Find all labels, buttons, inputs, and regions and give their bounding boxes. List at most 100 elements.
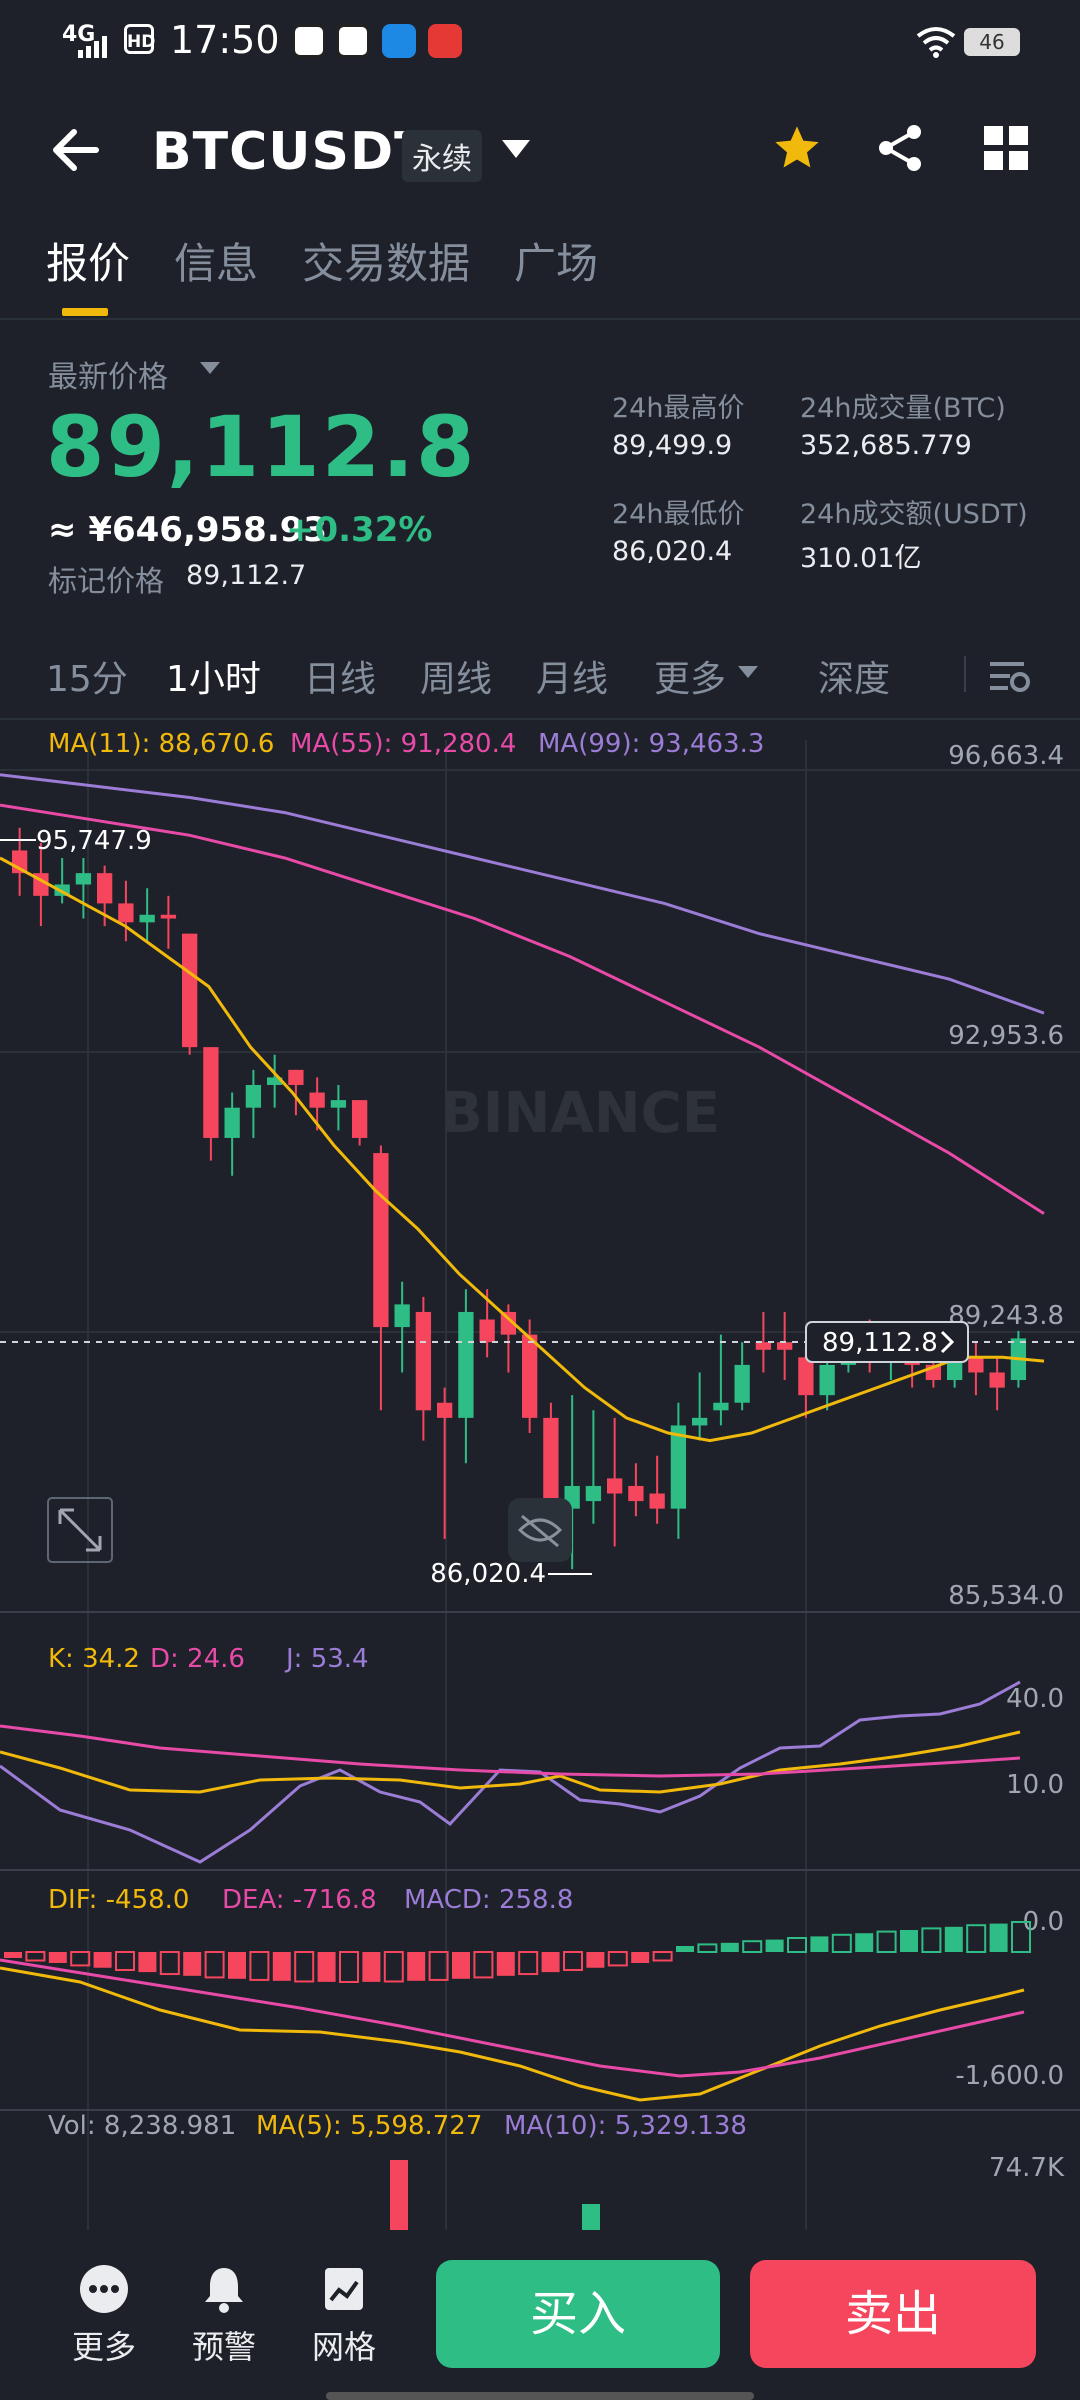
macd-bar bbox=[115, 1951, 135, 1971]
candle-body bbox=[607, 1478, 623, 1494]
hide-eye-icon[interactable] bbox=[508, 1498, 572, 1562]
current-price-label[interactable]: 89,112.8 bbox=[822, 1328, 938, 1358]
sell-button[interactable]: 卖出 bbox=[750, 2260, 1036, 2368]
star-icon[interactable] bbox=[770, 122, 824, 174]
ma99-line bbox=[0, 773, 1045, 1015]
macd-bar bbox=[362, 1952, 381, 1982]
vol-usdt-label: 24h成交额(USDT) bbox=[800, 499, 1028, 530]
price-cny: ≈ ¥646,958.93 bbox=[48, 510, 328, 550]
macd-bar bbox=[294, 1951, 315, 1983]
hd-icon: HD bbox=[124, 24, 155, 54]
tab-indicator bbox=[62, 308, 108, 316]
battery-icon: 46 bbox=[964, 28, 1020, 56]
macd-bar bbox=[183, 1952, 202, 1976]
macd-bar bbox=[228, 1952, 246, 1979]
macd-bar bbox=[249, 1951, 270, 1981]
mark-price: 89,112.7 bbox=[186, 560, 307, 591]
kdj-j-line bbox=[0, 1680, 1021, 1864]
candle-body bbox=[628, 1485, 644, 1502]
ma99-legend: MA(99): 93,463.3 bbox=[538, 729, 764, 759]
kline-chart[interactable]: MA(11): 88,670.6 MA(55): 91,280.4 MA(99)… bbox=[0, 720, 1080, 2230]
tf-15m[interactable]: 15分 bbox=[46, 659, 128, 700]
max-price-label: 95,747.9 bbox=[36, 826, 152, 856]
macd-bar bbox=[900, 1930, 918, 1952]
chevron-down-icon[interactable] bbox=[200, 362, 220, 376]
macd-value-legend: MACD: 258.8 bbox=[404, 1885, 573, 1915]
candle-body bbox=[947, 1357, 963, 1381]
macd-bar bbox=[607, 1951, 628, 1967]
macd-bar bbox=[876, 1930, 897, 1953]
app-notification-icon bbox=[336, 24, 370, 58]
candle-body bbox=[182, 933, 198, 1048]
macd-dea-legend: DEA: -716.8 bbox=[222, 1885, 377, 1915]
macd-bar bbox=[428, 1951, 449, 1981]
candle-body bbox=[649, 1493, 665, 1509]
grid bbox=[0, 740, 1080, 2230]
chart-settings-icon[interactable] bbox=[990, 658, 1030, 694]
app-notification-icon bbox=[382, 24, 416, 58]
candle-body bbox=[224, 1107, 240, 1138]
alert-label: 预警 bbox=[191, 2328, 256, 2366]
candle-body bbox=[160, 914, 177, 919]
macd-bar bbox=[452, 1952, 470, 1979]
tab-info[interactable]: 信息 bbox=[174, 239, 259, 288]
candle-body bbox=[330, 1100, 347, 1108]
ma11-line bbox=[0, 856, 1045, 1443]
alert-button[interactable]: 预警 bbox=[174, 2264, 274, 2368]
ma11-legend: MA(11): 88,670.6 bbox=[48, 729, 274, 759]
clock: 17:50 bbox=[170, 18, 280, 62]
candle-body bbox=[734, 1364, 750, 1403]
more-label: 更多 bbox=[71, 2328, 136, 2366]
fullscreen-icon[interactable] bbox=[47, 1497, 113, 1563]
macd-bar bbox=[4, 1952, 22, 1958]
macd-dif-line bbox=[0, 1966, 1025, 2102]
candle-body bbox=[798, 1357, 814, 1396]
macd-bar bbox=[697, 1943, 718, 1954]
candle-body bbox=[267, 1077, 283, 1085]
symbol-title[interactable]: BTCUSDT bbox=[152, 122, 431, 182]
tab-square[interactable]: 广场 bbox=[514, 239, 599, 288]
chevron-down-icon[interactable] bbox=[738, 666, 758, 680]
candle-body bbox=[755, 1342, 772, 1350]
buy-button[interactable]: 买入 bbox=[436, 2260, 720, 2368]
candle-body bbox=[522, 1334, 538, 1418]
candle-body bbox=[245, 1084, 262, 1108]
high-label: 24h最高价 bbox=[612, 393, 745, 424]
home-indicator[interactable] bbox=[326, 2392, 754, 2400]
min-price-label: 86,020.4 bbox=[430, 1559, 546, 1589]
tf-1w[interactable]: 周线 bbox=[420, 659, 493, 700]
candle-body bbox=[309, 1092, 325, 1108]
current-price-tag bbox=[805, 1321, 969, 1363]
kdj-d-line bbox=[0, 1724, 1021, 1778]
price-change: +0.32% bbox=[286, 510, 433, 550]
macd-bar bbox=[70, 1951, 91, 1967]
back-arrow-icon[interactable] bbox=[50, 128, 100, 172]
grid-menu-icon[interactable] bbox=[984, 126, 1028, 170]
chevron-right-icon bbox=[940, 1330, 955, 1354]
candle-body bbox=[500, 1311, 517, 1335]
tab-quote[interactable]: 报价 bbox=[46, 239, 131, 288]
tf-more[interactable]: 更多 bbox=[654, 659, 727, 700]
grid-trading-button[interactable]: 网格 bbox=[294, 2264, 394, 2368]
kdj-axis-label: 10.0 bbox=[1006, 1770, 1064, 1800]
latest-price-label[interactable]: 最新价格 bbox=[48, 360, 168, 395]
share-icon[interactable] bbox=[876, 124, 924, 172]
candle-body bbox=[97, 873, 113, 904]
app-notification-icon bbox=[428, 24, 462, 58]
more-button[interactable]: 更多 bbox=[54, 2264, 154, 2368]
chevron-down-icon[interactable] bbox=[500, 138, 532, 160]
candle-body bbox=[989, 1372, 1005, 1388]
price-panel: 最新价格 89,112.8 ≈ ¥646,958.93 +0.32% 标记价格 … bbox=[0, 340, 1080, 620]
tf-1d[interactable]: 日线 bbox=[304, 659, 377, 700]
macd-histogram bbox=[4, 1921, 1031, 1983]
tf-1h[interactable]: 1小时 bbox=[166, 659, 261, 700]
kdj-k-line bbox=[0, 1730, 1021, 1794]
mark-price-label: 标记价格 bbox=[48, 564, 165, 598]
tf-depth[interactable]: 深度 bbox=[818, 659, 891, 700]
tab-trading-data[interactable]: 交易数据 bbox=[302, 239, 471, 288]
tf-1M[interactable]: 月线 bbox=[536, 659, 609, 700]
divider bbox=[0, 318, 1080, 320]
status-bar: 4G HD 17:50 46 bbox=[0, 0, 1080, 84]
macd-axis-label: -1,600.0 bbox=[955, 2061, 1064, 2091]
ma55-line bbox=[0, 803, 1045, 1215]
